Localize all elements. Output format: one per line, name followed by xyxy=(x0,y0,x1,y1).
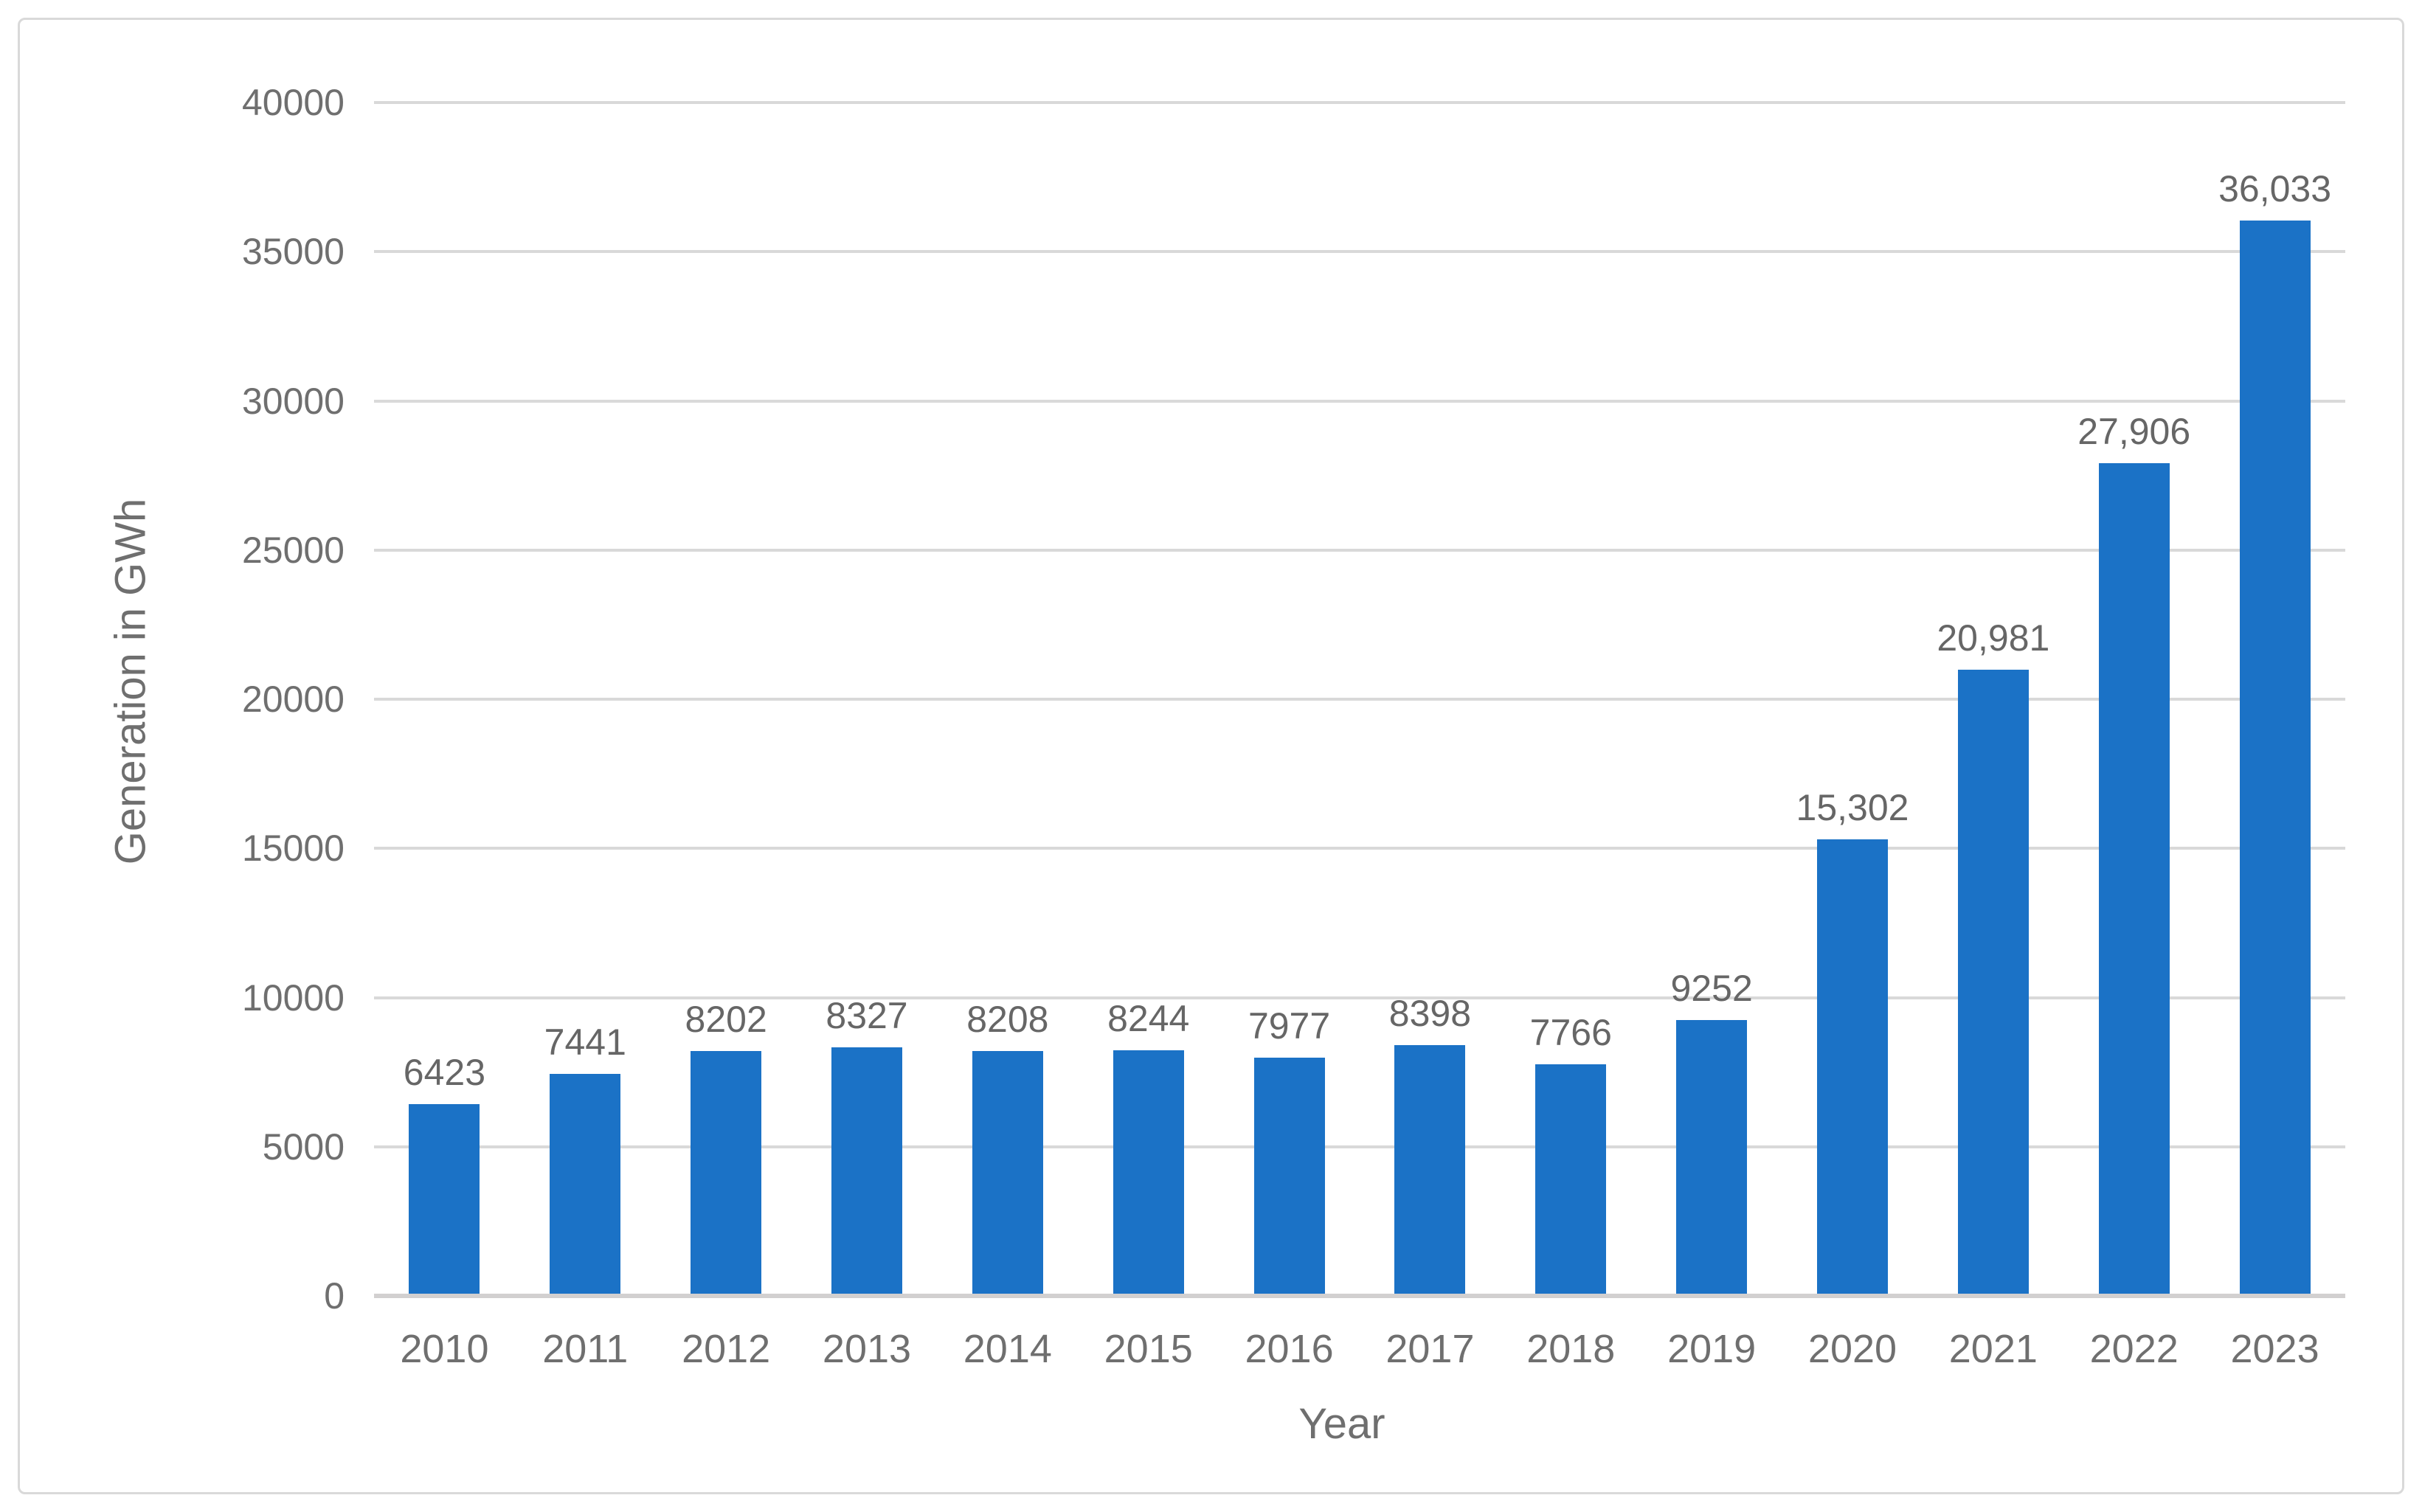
x-tick-2020: 2020 xyxy=(1807,1327,1897,1371)
bar-2015 xyxy=(1113,1050,1184,1296)
y-tick-10000: 10000 xyxy=(241,977,345,1019)
x-tick-2014: 2014 xyxy=(963,1327,1052,1371)
data-label-2015: 8244 xyxy=(1107,997,1190,1039)
data-label-2017: 8398 xyxy=(1388,993,1472,1035)
bar-2017 xyxy=(1394,1045,1466,1296)
data-label-2019: 9252 xyxy=(1670,967,1753,1009)
bar-2023 xyxy=(2239,221,2311,1296)
x-tick-2018: 2018 xyxy=(1526,1327,1616,1371)
data-label-2022: 27,906 xyxy=(2077,411,2191,453)
data-label-2020: 15,302 xyxy=(1796,787,1909,829)
bar-2020 xyxy=(1817,839,1888,1296)
x-tick-2023: 2023 xyxy=(2230,1327,2319,1371)
data-label-2014: 8208 xyxy=(966,998,1049,1040)
gridline-5000 xyxy=(374,1145,2345,1148)
x-axis-title: Year xyxy=(1298,1400,1385,1448)
gridline-40000 xyxy=(374,101,2345,104)
data-label-2016: 7977 xyxy=(1248,1005,1331,1047)
data-label-2012: 8202 xyxy=(685,999,767,1041)
data-label-2021: 20,981 xyxy=(1937,617,2050,659)
plot-area: 6423 7441 8202 8327 8208 8244 7977 8398 7766 9252… xyxy=(374,101,2345,1298)
data-label-2010: 6423 xyxy=(403,1052,486,1094)
gridline-15000 xyxy=(374,847,2345,850)
x-tick-2011: 2011 xyxy=(542,1327,629,1371)
y-tick-40000: 40000 xyxy=(241,82,345,123)
gridline-10000 xyxy=(374,996,2345,999)
x-tick-2022: 2022 xyxy=(2089,1327,2179,1371)
x-tick-2017: 2017 xyxy=(1385,1327,1475,1371)
bar-2022 xyxy=(2098,463,2170,1296)
bar-2014 xyxy=(972,1051,1043,1296)
x-axis-line xyxy=(374,1294,2345,1298)
y-tick-35000: 35000 xyxy=(241,231,345,273)
bar-2016 xyxy=(1253,1058,1325,1296)
bar-2018 xyxy=(1535,1064,1607,1296)
x-tick-2010: 2010 xyxy=(400,1327,489,1371)
y-tick-30000: 30000 xyxy=(241,380,345,422)
gridline-35000 xyxy=(374,250,2345,254)
y-tick-15000: 15000 xyxy=(241,828,345,870)
x-tick-2016: 2016 xyxy=(1245,1327,1334,1371)
x-tick-2021: 2021 xyxy=(1948,1327,2038,1371)
y-tick-5000: 5000 xyxy=(262,1126,345,1168)
data-label-2011: 7441 xyxy=(544,1022,626,1063)
data-label-2018: 7766 xyxy=(1529,1011,1612,1053)
gridline-20000 xyxy=(374,698,2345,701)
bar-2010 xyxy=(409,1104,480,1296)
gridline-25000 xyxy=(374,548,2345,552)
x-tick-2019: 2019 xyxy=(1667,1327,1757,1371)
x-tick-2012: 2012 xyxy=(682,1327,771,1371)
x-tick-2015: 2015 xyxy=(1104,1327,1193,1371)
y-tick-20000: 20000 xyxy=(241,679,345,720)
bar-2013 xyxy=(831,1047,902,1296)
y-tick-0: 0 xyxy=(324,1275,345,1317)
x-tick-2013: 2013 xyxy=(822,1327,912,1371)
gridline-30000 xyxy=(374,399,2345,403)
data-label-2013: 8327 xyxy=(826,995,908,1037)
chart-frame: Generation in GWh 6423 7441 8202 8327 8208 82… xyxy=(18,18,2404,1494)
bar-2011 xyxy=(550,1074,621,1296)
bar-2019 xyxy=(1676,1019,1748,1296)
y-axis-title: Generation in GWh xyxy=(106,498,155,865)
bar-2021 xyxy=(1957,670,2029,1296)
data-label-2023: 36,033 xyxy=(2218,168,2332,210)
bar-2012 xyxy=(691,1051,762,1296)
y-tick-25000: 25000 xyxy=(241,529,345,571)
